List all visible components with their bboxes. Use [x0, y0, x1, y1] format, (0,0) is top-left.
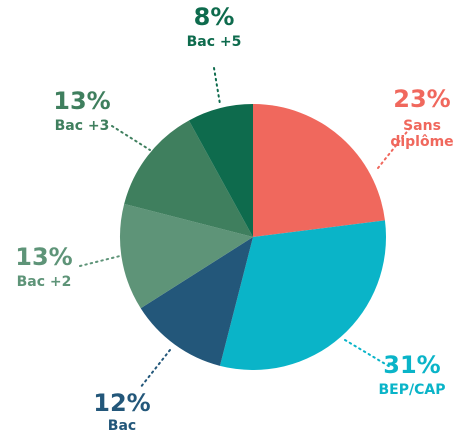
value-label: 13% [15, 243, 73, 271]
pie-slice [188, 104, 253, 237]
pie-slice [253, 104, 385, 237]
value-label: 23% [393, 85, 451, 113]
pie-slice [120, 203, 253, 309]
category-label: Bac +3 [54, 118, 110, 134]
leader-line [344, 339, 393, 369]
value-label: 31% [383, 351, 441, 379]
category-label: Bac +5 [186, 34, 242, 50]
value-label: 12% [93, 389, 151, 417]
category-label: Bac +2 [16, 274, 72, 290]
pie-slice [124, 120, 253, 237]
leader-line [111, 125, 151, 151]
pie-slice [219, 220, 386, 371]
value-label: 8% [193, 3, 235, 31]
leader-line [139, 349, 171, 389]
category-label: Bac [107, 418, 137, 434]
pie-slice [140, 237, 253, 366]
leader-line [79, 255, 121, 267]
category-label: BEP/CAP [378, 382, 446, 398]
value-label: 13% [53, 87, 111, 115]
category-label: Sans diplôme [390, 118, 454, 151]
leader-line [213, 67, 221, 105]
